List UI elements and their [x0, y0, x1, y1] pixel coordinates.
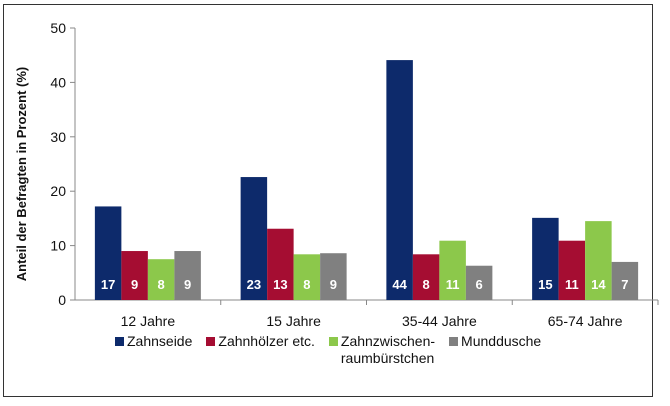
- data-label: 8: [423, 277, 430, 292]
- legend-swatch: [115, 337, 124, 346]
- y-axis-label: Anteil der Befragten in Prozent (%): [14, 67, 29, 282]
- bar: [439, 240, 466, 300]
- bar: [611, 261, 639, 300]
- legend-swatch: [449, 337, 459, 346]
- bar: [532, 217, 559, 300]
- data-label: 7: [621, 277, 628, 292]
- legend-swatch: [328, 337, 338, 346]
- y-tick-label: 0: [58, 292, 66, 308]
- legend-item: Zahnzwischen- raumbürstchen: [328, 333, 436, 367]
- y-tick-label: 30: [50, 129, 66, 145]
- data-label: 9: [131, 277, 138, 292]
- data-label: 14: [591, 277, 606, 292]
- legend-label: Zahnseide: [127, 333, 193, 349]
- bar: [94, 206, 122, 300]
- bar: [267, 228, 294, 300]
- data-label: 11: [446, 277, 460, 292]
- legend-label: Munddusche: [461, 333, 542, 349]
- data-label: 11: [565, 277, 579, 292]
- bar: [240, 177, 268, 300]
- legend-label: Zahnhölzer etc.: [218, 333, 315, 349]
- data-label: 8: [303, 277, 310, 292]
- bar: [412, 254, 440, 300]
- data-label: 8: [158, 277, 165, 292]
- bar: [585, 221, 612, 300]
- data-label: 9: [184, 277, 191, 292]
- y-tick-label: 10: [50, 238, 66, 254]
- data-label: 17: [101, 277, 115, 292]
- data-label: 15: [538, 277, 552, 292]
- bar: [320, 253, 347, 300]
- legend-swatch: [206, 337, 216, 346]
- legend: Zahnseide Zahnhölzer etc. Zahnzwischen- ra…: [115, 333, 555, 367]
- category-label: 35-44 Jahre: [402, 313, 477, 329]
- data-label: 23: [247, 277, 261, 292]
- legend-label: Zahnzwischen- raumbürstchen: [340, 333, 436, 366]
- data-label: 9: [330, 277, 337, 292]
- category-label: 65-74 Jahre: [548, 313, 623, 329]
- data-label: 44: [392, 277, 407, 292]
- y-tick-label: 50: [50, 20, 66, 36]
- bar: [293, 254, 321, 300]
- bar: [386, 60, 413, 300]
- y-tick-label: 20: [50, 183, 66, 199]
- category-label: 12 Jahre: [121, 313, 176, 329]
- bar: [465, 265, 493, 300]
- bar: [558, 240, 586, 300]
- legend-item: Munddusche: [449, 333, 541, 367]
- chart-frame: [3, 4, 653, 397]
- category-label: 15 Jahre: [266, 313, 321, 329]
- bar: [174, 251, 201, 300]
- bar: [121, 251, 148, 300]
- legend-item: Zahnhölzer etc.: [206, 333, 315, 367]
- bar: [147, 259, 175, 300]
- data-label: 13: [273, 277, 287, 292]
- legend-item: Zahnseide: [115, 333, 192, 367]
- y-tick-label: 40: [50, 74, 66, 90]
- data-label: 6: [476, 277, 483, 292]
